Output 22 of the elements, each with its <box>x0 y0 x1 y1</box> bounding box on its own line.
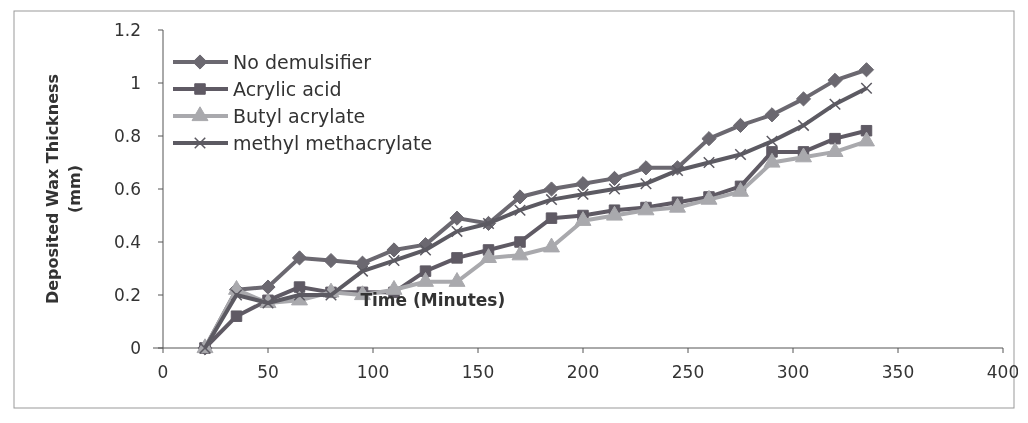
x-axis-title: Time (Minutes) <box>360 289 506 310</box>
y-tick-label: 0.2 <box>113 284 141 305</box>
y-axis-title: Deposited Wax Thickness (mm) <box>43 73 84 305</box>
x-tick-label: 350 <box>881 362 915 382</box>
x-tick-label: 200 <box>566 362 600 382</box>
x-tick-label: 150 <box>461 362 495 382</box>
legend-label: Acrylic acid <box>233 77 342 100</box>
x-tick-label: 300 <box>776 362 810 382</box>
y-tick-label: 1.2 <box>113 19 141 40</box>
y-tick-label: 0 <box>130 337 141 358</box>
x-tick-label: 50 <box>257 362 279 382</box>
legend-label: Butyl acrylate <box>233 104 366 127</box>
legend-label: No demulsifier <box>233 50 372 73</box>
y-tick-label: 0.6 <box>113 178 141 199</box>
x-tick-label: 100 <box>356 362 390 382</box>
x-tick-label: 250 <box>671 362 705 382</box>
x-tick-label: 400 <box>986 362 1020 382</box>
y-tick-label: 0.4 <box>113 231 141 252</box>
legend-label: methyl methacrylate <box>233 131 433 154</box>
x-tick-label: 0 <box>157 362 169 382</box>
y-tick-label: 0.8 <box>113 125 141 146</box>
y-tick-label: 1 <box>130 72 141 93</box>
